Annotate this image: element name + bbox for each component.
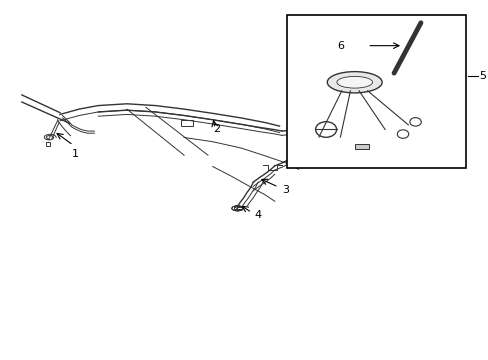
Text: 4: 4: [254, 211, 261, 220]
Bar: [46, 142, 50, 146]
Text: 3: 3: [282, 185, 288, 194]
Ellipse shape: [326, 72, 382, 93]
Text: 5: 5: [478, 71, 485, 81]
Text: 1: 1: [72, 149, 79, 159]
Bar: [354, 144, 368, 149]
Text: 2: 2: [213, 124, 220, 134]
Text: 6: 6: [336, 41, 343, 51]
Bar: [181, 121, 192, 126]
Bar: [286, 15, 465, 168]
Ellipse shape: [336, 76, 372, 88]
